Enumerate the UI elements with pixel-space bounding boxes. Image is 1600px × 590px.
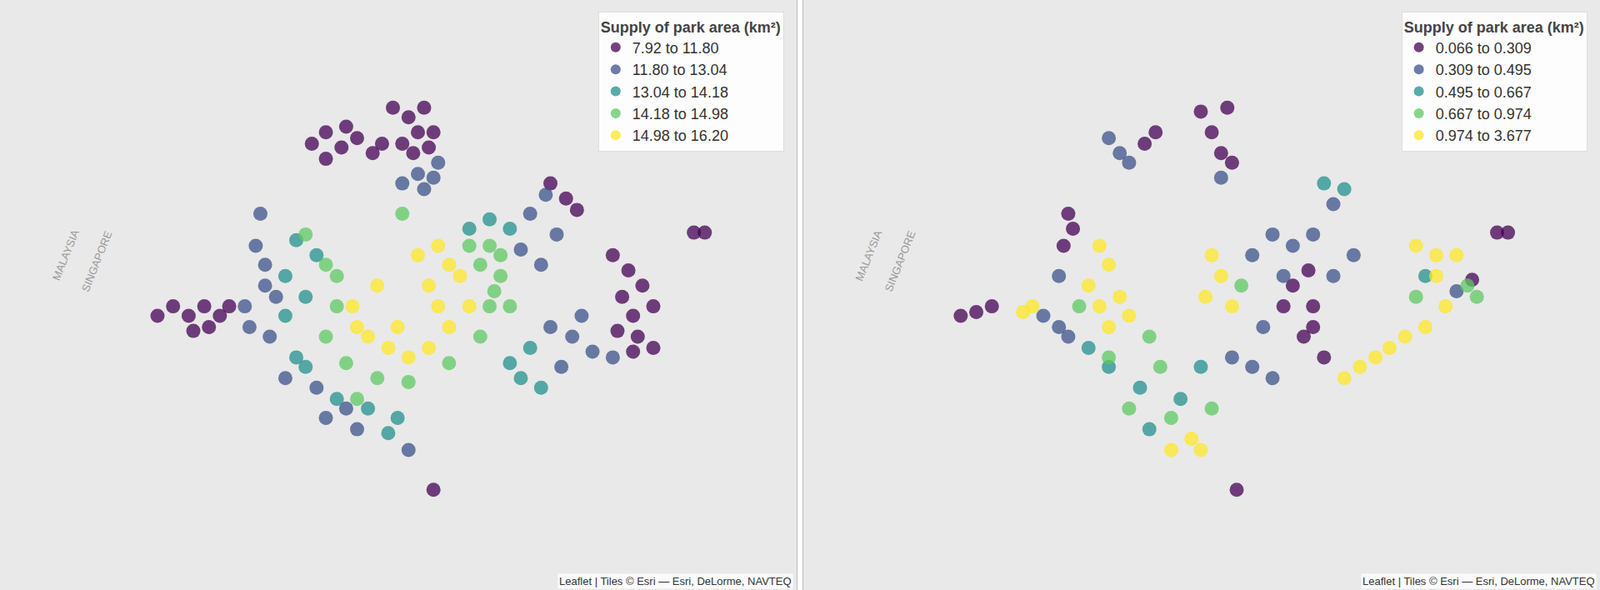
svg-text:SINGAPORE: SINGAPORE bbox=[882, 229, 919, 295]
svg-text:Supply of park area (km²): Supply of park area (km²) bbox=[600, 19, 781, 36]
svg-text:14.18 to 14.98: 14.18 to 14.98 bbox=[632, 105, 729, 123]
svg-text:0.066 to 0.309: 0.066 to 0.309 bbox=[1435, 40, 1532, 57]
svg-text:MALAYSIA: MALAYSIA bbox=[50, 227, 82, 282]
svg-text:0.974 to 3.677: 0.974 to 3.677 bbox=[1435, 127, 1532, 145]
svg-text:0.667 to 0.974: 0.667 to 0.974 bbox=[1435, 105, 1532, 123]
svg-text:Leaflet | Tiles © Esri — Esri,: Leaflet | Tiles © Esri — Esri, DeLorme, … bbox=[559, 575, 792, 588]
svg-text:Leaflet | Tiles © Esri — Esri,: Leaflet | Tiles © Esri — Esri, DeLorme, … bbox=[1362, 575, 1595, 588]
svg-text:SINGAPORE: SINGAPORE bbox=[79, 229, 115, 295]
svg-text:Supply of park area (km²): Supply of park area (km²) bbox=[1404, 19, 1585, 36]
svg-text:0.495 to 0.667: 0.495 to 0.667 bbox=[1435, 84, 1532, 101]
svg-text:0.309 to 0.495: 0.309 to 0.495 bbox=[1435, 61, 1532, 79]
svg-text:13.04 to 14.18: 13.04 to 14.18 bbox=[632, 84, 729, 101]
svg-text:MALAYSIA: MALAYSIA bbox=[852, 228, 885, 283]
svg-text:11.80 to 13.04: 11.80 to 13.04 bbox=[632, 61, 728, 79]
svg-text:7.92 to 11.80: 7.92 to 11.80 bbox=[632, 40, 720, 57]
svg-text:14.98 to 16.20: 14.98 to 16.20 bbox=[632, 127, 729, 145]
